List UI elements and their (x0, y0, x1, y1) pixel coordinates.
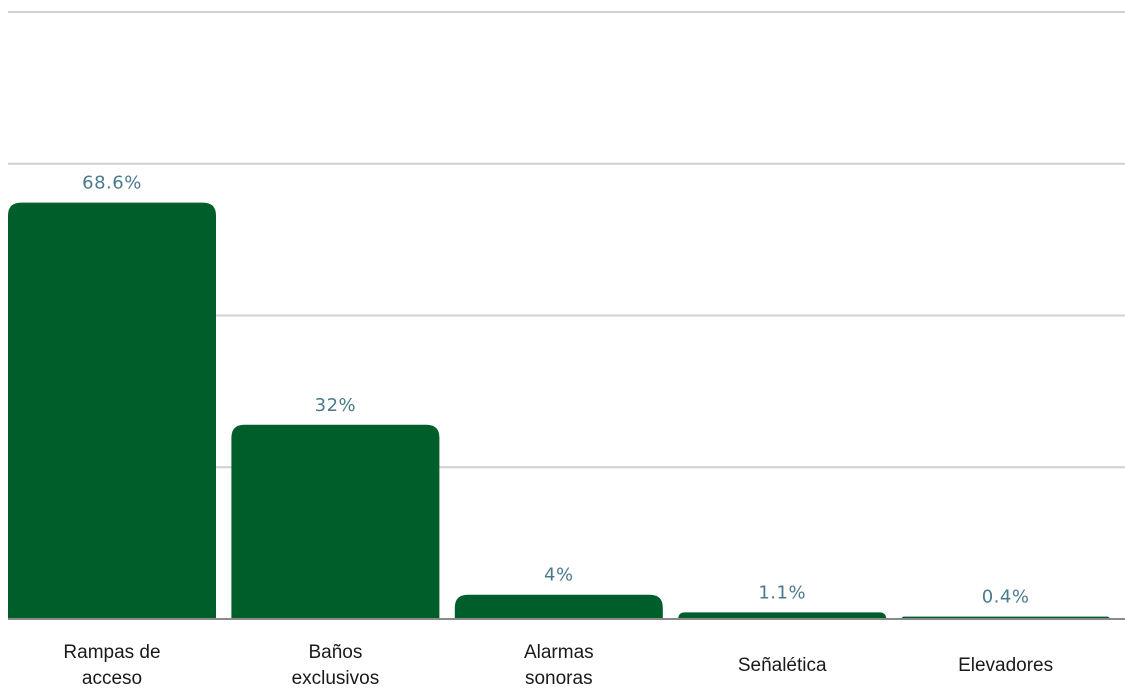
category-label: Alarmas sonoras (524, 642, 594, 689)
category-label-line: Alarmas (524, 642, 594, 663)
category-labels: Rampas de acceso Baños exclusivos Alarmas son… (63, 642, 1053, 689)
category-label-line: acceso (82, 668, 142, 689)
value-labels: 68.6% 32% 4% 1.1% 0.4% (82, 173, 1029, 608)
category-label-line: Rampas de (63, 642, 160, 663)
bar (8, 202, 216, 619)
bar (231, 424, 440, 619)
value-label: 4% (544, 565, 574, 586)
category-label-line: sonoras (525, 668, 593, 689)
bar (454, 594, 663, 619)
category-label-line: exclusivos (292, 668, 380, 689)
category-label-line: Baños (308, 642, 362, 663)
bar (678, 612, 887, 619)
bars (8, 202, 1110, 619)
category-label-line: Elevadores (958, 655, 1053, 676)
category-label: Rampas de acceso (63, 642, 160, 689)
category-label: Baños exclusivos (292, 642, 380, 689)
category-label: Elevadores (958, 655, 1053, 676)
value-label: 68.6% (82, 173, 142, 194)
value-label: 32% (315, 395, 357, 416)
value-label: 1.1% (758, 582, 806, 603)
category-label-line: Señalética (738, 655, 827, 676)
category-label: Señalética (738, 655, 827, 676)
value-label: 0.4% (982, 587, 1030, 608)
